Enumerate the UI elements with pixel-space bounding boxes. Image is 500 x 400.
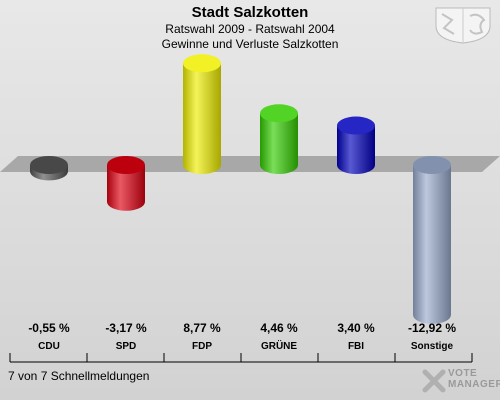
value-label-grüne: 4,46 %: [260, 321, 298, 335]
checkmark-x-icon: [422, 369, 446, 393]
vote-manager-logo-line1: VOTE: [448, 368, 478, 379]
bar-spd: [107, 156, 145, 211]
category-label-sonstige: Sonstige: [411, 341, 454, 352]
coat-of-arms-icon: [435, 7, 491, 44]
report-status: 7 von 7 Schnellmeldungen: [8, 369, 150, 383]
value-label-sonstige: -12,92 %: [408, 321, 456, 335]
bar-fbi: [337, 116, 375, 174]
chart-header: Stadt Salzkotten Ratswahl 2009 - Ratswah…: [0, 4, 500, 52]
value-label-cdu: -0,55 %: [28, 321, 70, 335]
value-label-fbi: 3,40 %: [337, 321, 375, 335]
chart-title: Stadt Salzkotten: [191, 4, 309, 21]
category-label-grüne: GRÜNE: [261, 339, 297, 352]
chart-subtitle-description: Gewinne und Verluste Salzkotten: [161, 37, 339, 51]
value-label-spd: -3,17 %: [105, 321, 147, 335]
category-label-cdu: CDU: [38, 341, 60, 352]
category-label-fdp: FDP: [192, 341, 212, 352]
chart-subtitle-comparison: Ratswahl 2009 - Ratswahl 2004: [165, 22, 335, 36]
vote-manager-logo-line2: MANAGER: [448, 379, 500, 390]
category-label-spd: SPD: [116, 341, 137, 352]
bar-grüne: [260, 104, 298, 174]
bar-sonstige: [413, 156, 451, 324]
vote-manager-logo: VOTE MANAGER: [422, 366, 500, 396]
bar-fdp: [183, 54, 221, 174]
bar-cdu: [30, 156, 68, 181]
category-label-fbi: FBI: [348, 341, 364, 352]
value-label-fdp: 8,77 %: [183, 321, 221, 335]
